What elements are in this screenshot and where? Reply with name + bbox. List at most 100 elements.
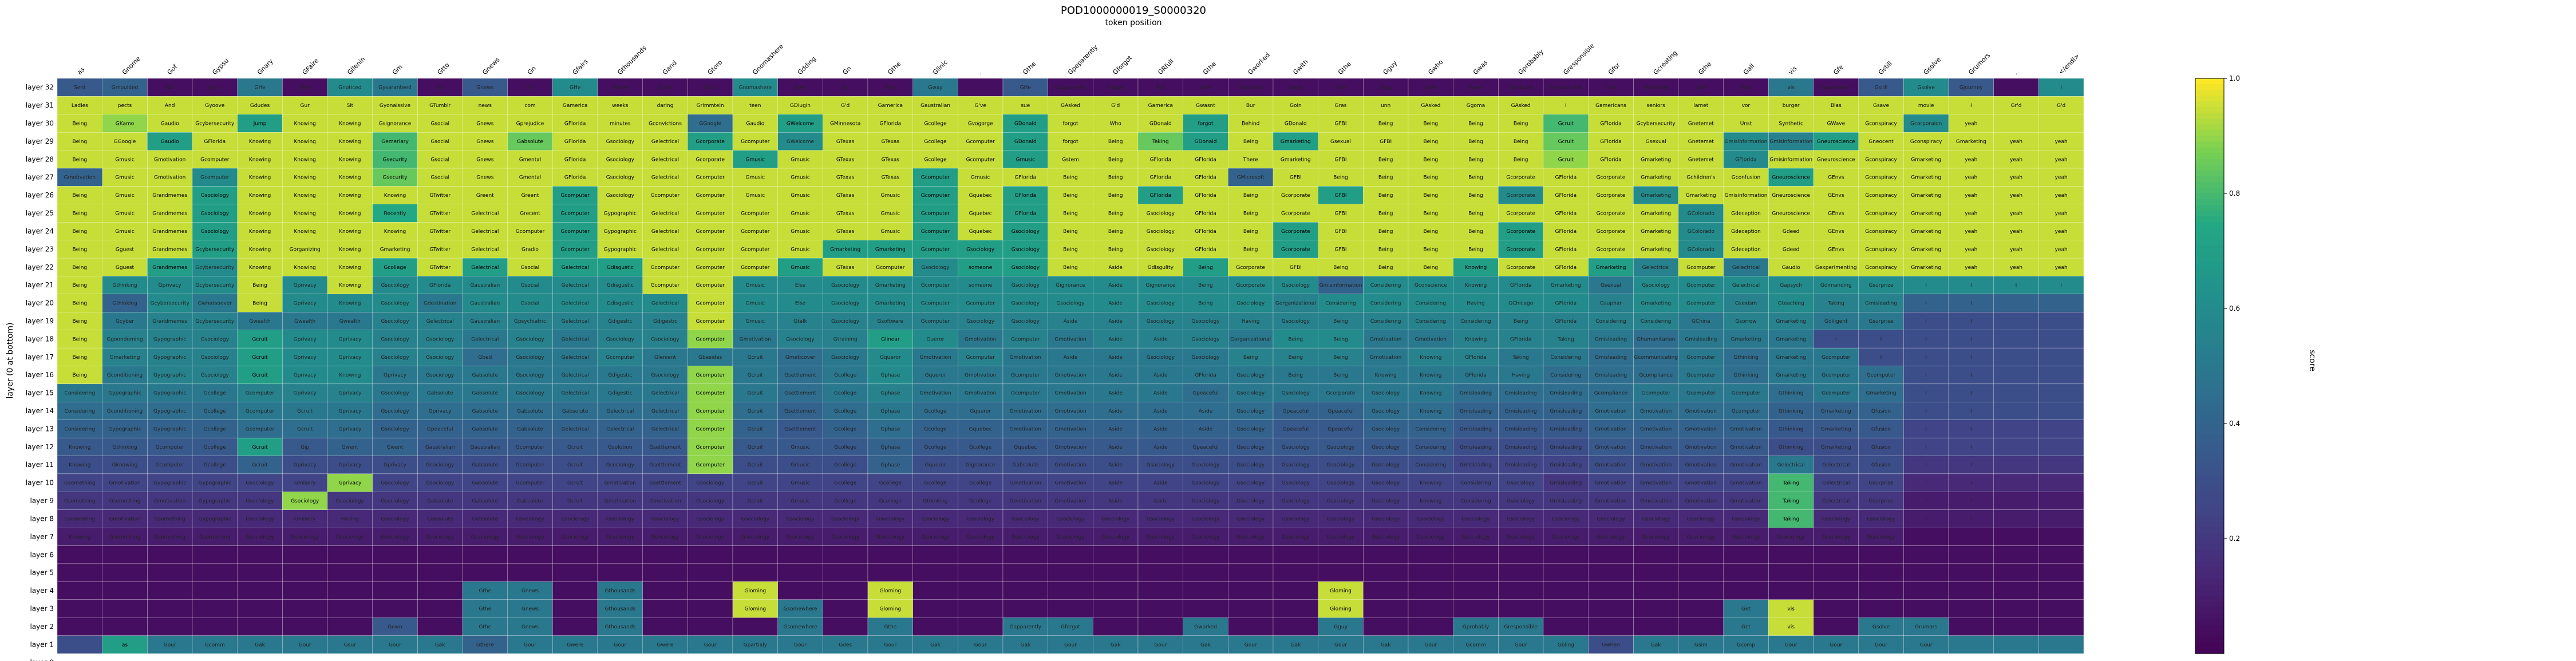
heatmap-cell — [1048, 366, 1093, 385]
heatmap-cell — [1588, 276, 1634, 295]
colorbar-segment — [2195, 141, 2224, 148]
cell-label: Gsociology — [561, 535, 590, 540]
cell-label: Gysu — [208, 85, 222, 91]
cell-label: Considering — [65, 426, 96, 432]
cell-label: Gsociology — [1867, 535, 1895, 540]
colorbar-segment — [2195, 124, 2224, 131]
heatmap-cell — [1678, 545, 1724, 564]
heatmap-cell — [237, 312, 283, 330]
heatmap-cell — [867, 294, 913, 312]
heatmap-cell — [1183, 114, 1228, 133]
heatmap-cell — [1273, 204, 1318, 223]
cell-label: GTexas — [882, 139, 900, 145]
cell-label: Knowing — [1420, 481, 1441, 486]
cell-label: Gnews — [476, 139, 494, 145]
heatmap-cell — [912, 402, 958, 420]
cell-label: Gmotivation — [154, 157, 185, 163]
cell-label: Gsettlement — [784, 409, 816, 414]
heatmap-cell — [192, 509, 238, 528]
cell-label: Aside — [1153, 337, 1168, 342]
cell-label: GFBI — [1335, 121, 1347, 127]
heatmap-cell — [958, 168, 1003, 187]
heatmap-cell — [1678, 312, 1724, 330]
heatmap-cell — [1273, 581, 1318, 600]
heatmap-cell — [1498, 114, 1544, 133]
heatmap-cell — [1588, 545, 1634, 564]
heatmap-cell — [688, 437, 733, 456]
cell-label: GWelcome — [787, 121, 815, 127]
cell-label: Gwhen — [611, 85, 629, 91]
cell-label: I — [1925, 481, 1927, 486]
cell-label: movie — [1918, 103, 1934, 109]
heatmap-cell — [1273, 132, 1318, 151]
heatmap-cell — [327, 528, 373, 546]
heatmap-cell — [1543, 276, 1589, 295]
cell-label: Gmisleading — [1865, 301, 1897, 307]
heatmap-cell — [1228, 276, 1274, 295]
cell-label: Gsociology — [201, 193, 230, 199]
cell-label: Having — [1512, 373, 1530, 378]
cell-label: Gsociology — [1147, 301, 1175, 307]
cell-label: Gconspiracy — [1865, 211, 1897, 217]
heatmap-cell — [1183, 96, 1228, 114]
cell-label: Gypographic — [604, 211, 637, 217]
cell-label: Get — [1741, 606, 1751, 612]
heatmap-cell — [1813, 492, 1859, 510]
cell-label: Taking — [1782, 481, 1799, 486]
colorbar-segment — [2195, 579, 2224, 585]
cell-label: Gqueror — [880, 355, 901, 361]
heatmap-cell — [912, 150, 958, 169]
heatmap-cell — [1993, 204, 2039, 223]
heatmap-cell — [1858, 456, 1904, 474]
heatmap-cell — [1588, 509, 1634, 528]
cell-label: Being — [73, 265, 88, 271]
cell-label: There — [1243, 157, 1258, 163]
heatmap-cell — [1498, 581, 1544, 600]
heatmap-cell — [2038, 635, 2084, 654]
x-tick-label: Gpeparently — [1066, 43, 1100, 77]
heatmap-cell — [192, 78, 238, 97]
colorbar-segment — [2195, 366, 2224, 373]
heatmap-cell — [1993, 330, 2039, 349]
heatmap-cell — [823, 150, 868, 169]
heatmap-cell — [1048, 528, 1093, 546]
heatmap-cell — [642, 114, 688, 133]
cell-label: Gcorporate — [1506, 247, 1535, 252]
heatmap-cell — [1678, 366, 1724, 385]
cell-label: Who — [1110, 121, 1122, 127]
cell-label: Gsociology — [606, 193, 635, 199]
cell-label: Gsociology — [786, 337, 815, 342]
cell-label: Gnews — [476, 175, 494, 181]
cell-label: Gdigestic — [653, 319, 677, 324]
cell-label: Gsociology — [426, 337, 455, 342]
x-tick-label: Gof — [166, 63, 180, 77]
x-tick-label: Gresponsible — [1562, 42, 1596, 76]
heatmap-cell — [777, 186, 823, 204]
heatmap-cell — [1903, 330, 1949, 349]
cell-label: Gmusic — [791, 481, 810, 486]
cell-label: Gsociology — [381, 498, 409, 504]
cell-label: Being — [1289, 373, 1303, 378]
heatmap-cell — [1453, 150, 1499, 169]
cell-label: Gsociology — [1012, 301, 1040, 307]
cell-label: Gmotivation — [965, 391, 996, 397]
heatmap-cell — [1543, 563, 1589, 582]
heatmap-cell — [1318, 276, 1364, 295]
cell-label: Gmusic — [881, 211, 900, 217]
cell-label: Gypographic — [199, 498, 231, 504]
heatmap-cell — [777, 545, 823, 564]
heatmap-cell — [552, 347, 598, 366]
heatmap-cell — [462, 294, 508, 312]
cell-label: Gcorporate — [1506, 211, 1535, 217]
heatmap-cell — [2038, 114, 2084, 133]
cell-label: Being — [1108, 157, 1123, 163]
heatmap-cell — [1318, 132, 1364, 151]
heatmap-cell — [507, 383, 553, 402]
heatmap-cell — [1903, 276, 1949, 295]
heatmap-cell — [1633, 258, 1679, 276]
colorbar-segment — [2195, 435, 2224, 441]
cell-label: Knowing — [69, 462, 90, 468]
cell-label: Gsettlement — [784, 391, 816, 397]
cell-label: I — [1925, 462, 1927, 468]
